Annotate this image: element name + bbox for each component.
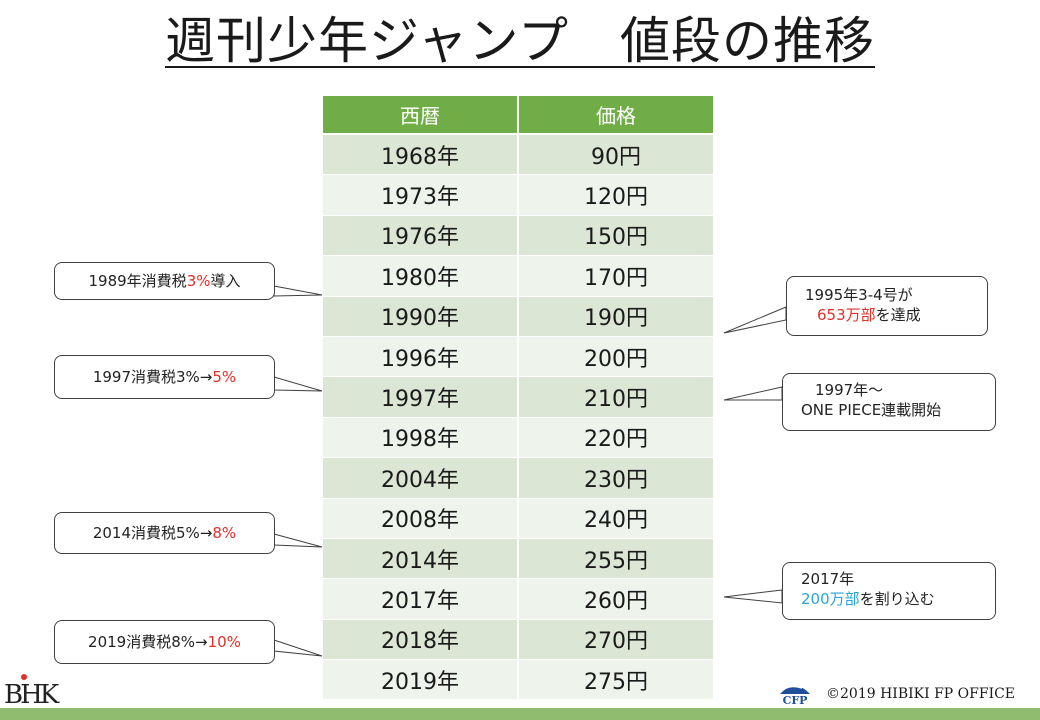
cfp-text: CFP [783, 694, 808, 706]
year-cell: 1996年 [323, 336, 517, 378]
table-row: 1980年 170円 [323, 256, 713, 297]
year-cell: 1976年 [323, 215, 517, 257]
year-cell: 2014年 [323, 538, 517, 580]
table-row: 2014年 255円 [323, 538, 713, 580]
pointer-onepiece1997 [723, 386, 783, 401]
table-row: 1997年 210円 [323, 377, 713, 418]
year-cell: 1968年 [323, 135, 517, 176]
pointer-tax2014 [273, 533, 323, 548]
table-row: 1968年 90円 [323, 135, 713, 176]
table-row: 1990年 190円 [323, 296, 713, 337]
copyright-text: ©2019 HIBIKI FP OFFICE [826, 686, 1016, 702]
callout-tax2019: 2019消費税8%→10% [54, 620, 275, 664]
price-cell: 240円 [517, 498, 713, 539]
price-cell: 260円 [517, 579, 713, 620]
callout-sales1995: 1995年3-4号が 653万部を達成 [786, 276, 988, 336]
table-row: 1996年 200円 [323, 336, 713, 378]
year-cell: 1998年 [323, 417, 517, 459]
price-cell: 90円 [517, 135, 713, 176]
price-cell: 270円 [517, 619, 713, 661]
callout-tax1997: 1997消費税3%→5% [54, 355, 275, 399]
pointer-sales1995 [723, 306, 787, 334]
bottom-bar [0, 708, 1040, 720]
price-cell: 220円 [517, 417, 713, 459]
table-row: 2004年 230円 [323, 458, 713, 499]
price-cell: 210円 [517, 377, 713, 418]
bhk-logo: BHK [4, 674, 59, 710]
year-cell: 2018年 [323, 619, 517, 661]
year-cell: 2008年 [323, 498, 517, 539]
price-cell: 230円 [517, 458, 713, 499]
table-row: 1998年 220円 [323, 417, 713, 459]
callout-tax1989: 1989年消費税3%導入 [54, 262, 275, 300]
table-row: 1973年 120円 [323, 175, 713, 216]
price-cell: 200円 [517, 336, 713, 378]
table-row: 1976年 150円 [323, 215, 713, 257]
price-cell: 190円 [517, 296, 713, 337]
header-year: 西暦 [323, 96, 517, 135]
callout-tax2014: 2014消費税5%→8% [54, 512, 275, 554]
year-cell: 1980年 [323, 256, 517, 297]
pointer-sales2017 [723, 589, 783, 604]
price-cell: 120円 [517, 175, 713, 216]
pointer-tax2019 [273, 639, 323, 657]
price-cell: 255円 [517, 538, 713, 580]
callout-onepiece1997: 1997年～ ONE PIECE連載開始 [782, 373, 996, 431]
table-row: 2018年 270円 [323, 619, 713, 661]
year-cell: 1990年 [323, 296, 517, 337]
price-cell: 170円 [517, 256, 713, 297]
header-price: 価格 [517, 96, 713, 135]
pointer-tax1997 [273, 376, 323, 392]
price-cell: 275円 [517, 660, 713, 701]
cfp-logo: CFP [780, 681, 810, 706]
callout-sales2017: 2017年 200万部を割り込む [782, 562, 996, 620]
year-cell: 2017年 [323, 579, 517, 620]
year-cell: 1997年 [323, 377, 517, 418]
price-cell: 150円 [517, 215, 713, 257]
table-header-row: 西暦 価格 [323, 96, 713, 135]
year-cell: 2019年 [323, 660, 517, 701]
table-row: 2008年 240円 [323, 498, 713, 539]
table-row: 2019年 275円 [323, 660, 713, 701]
logo-dot-icon [21, 674, 27, 680]
year-cell: 1973年 [323, 175, 517, 216]
year-cell: 2004年 [323, 458, 517, 499]
pointer-tax1989 [273, 285, 323, 297]
price-table: 西暦 価格 1968年 90円 1973年 120円 1976年 150円 1980年 170… [323, 96, 713, 701]
table-row: 2017年 260円 [323, 579, 713, 620]
page-title: 週刊少年ジャンプ 値段の推移 [165, 12, 875, 70]
